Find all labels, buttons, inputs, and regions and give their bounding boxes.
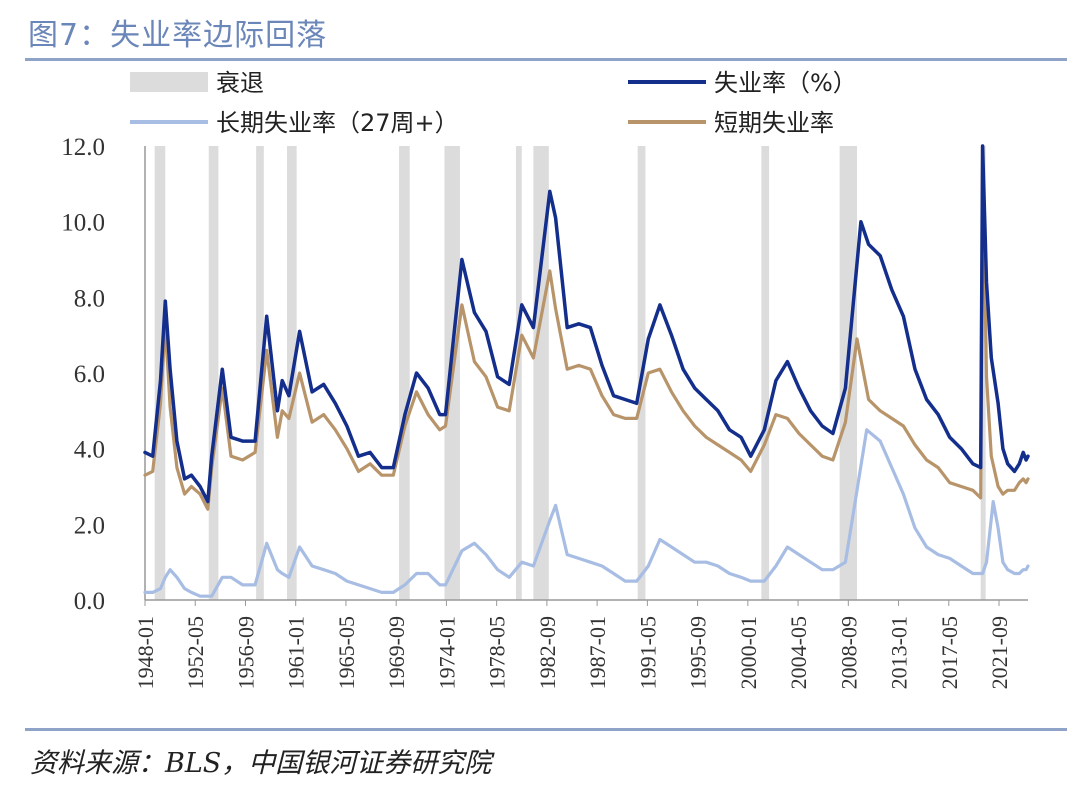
legend-swatch-recession [130, 72, 208, 92]
recession-band [980, 146, 986, 600]
x-tick-label: 1974-01 [434, 616, 459, 689]
x-tick-label: 1991-05 [635, 616, 660, 689]
y-tick-label: 10.0 [61, 210, 105, 237]
x-tick-label: 1987-01 [585, 616, 610, 689]
series-line-short-term [143, 144, 1030, 511]
x-tick-label: 2021-09 [987, 616, 1012, 689]
x-tick-label: 1965-05 [334, 616, 359, 689]
x-tick-label: 1956-09 [233, 616, 258, 689]
x-tick-label: 2000-01 [736, 616, 761, 689]
recession-band [399, 146, 410, 600]
legend: 衰退 失业率（%） 长期失业率（27周+） 短期失业率 [130, 69, 857, 137]
figure-title: 图7：失业率边际回落 [28, 18, 328, 53]
x-tick-label: 1961-01 [284, 616, 309, 689]
y-tick-label: 6.0 [74, 361, 105, 388]
x-tick-label: 1969-09 [384, 616, 409, 689]
recession-bands [154, 146, 986, 600]
y-tick-label: 4.0 [74, 437, 105, 464]
x-tick-label: 2017-05 [937, 616, 962, 689]
bottom-rule [25, 728, 1067, 731]
recession-band [533, 146, 549, 600]
y-tick-label: 0.0 [74, 588, 105, 615]
y-tick-label: 8.0 [74, 285, 105, 312]
x-tick-label: 1978-05 [485, 616, 510, 689]
y-tick-label: 2.0 [74, 512, 105, 539]
x-tick-label: 1948-01 [133, 616, 158, 689]
x-tick-label: 2013-01 [887, 616, 912, 689]
series-line-unemployment [143, 144, 1030, 504]
recession-band [515, 146, 522, 600]
legend-label-recession: 衰退 [216, 69, 264, 97]
x-tick-label: 1995-09 [686, 616, 711, 689]
series-line-long-term [143, 428, 1030, 598]
recession-band [761, 146, 770, 600]
series-lines [143, 144, 1030, 598]
x-tick-label: 1982-09 [535, 616, 560, 689]
recession-band [208, 146, 219, 600]
source-note: 资料来源：BLS，中国银河证券研究院 [30, 748, 492, 779]
legend-label-short-term: 短期失业率 [714, 109, 834, 137]
x-tick-label: 2008-09 [836, 616, 861, 689]
axes: 0.0 2.0 4.0 6.0 8.0 10.0 12.0 1948-01 1952-05 195… [61, 134, 1028, 689]
legend-label-unemployment: 失业率（%） [714, 69, 857, 97]
y-tick-label: 12.0 [61, 134, 105, 161]
x-tick-label: 1952-05 [183, 616, 208, 689]
legend-label-long-term: 长期失业率（27周+） [216, 109, 459, 137]
x-tick-label: 2004-05 [786, 616, 811, 689]
top-rule [25, 58, 1067, 61]
